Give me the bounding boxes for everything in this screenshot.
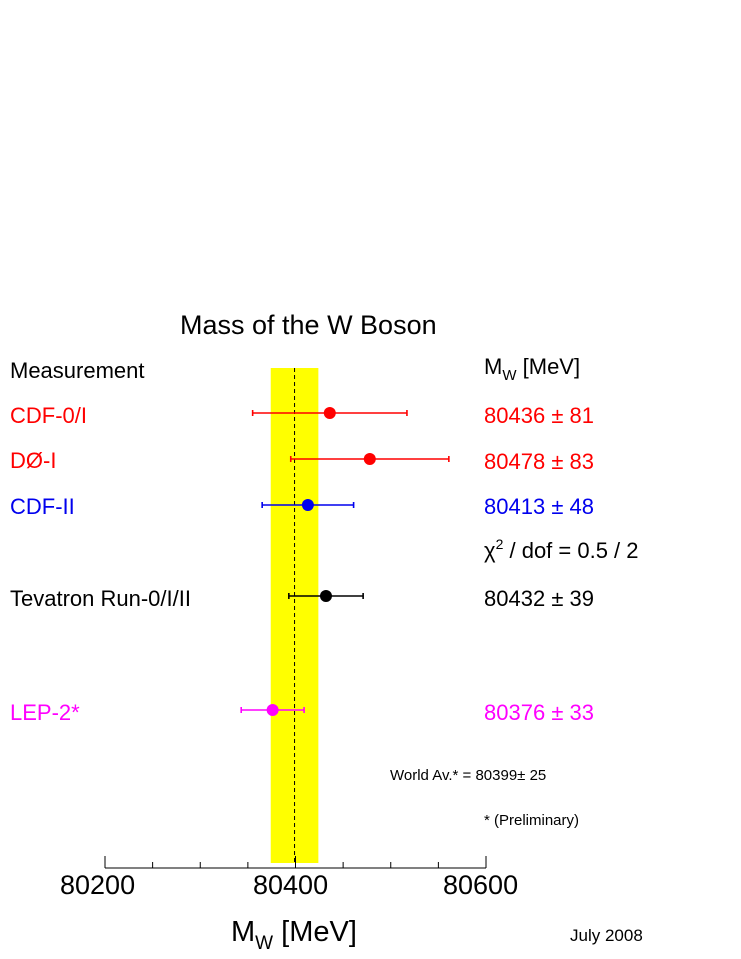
row-value-d0-i: 80478 ± 83 — [484, 449, 594, 475]
plus-minus: ± — [551, 700, 564, 725]
header-mw-main: M — [484, 354, 503, 379]
header-measurement: Measurement — [10, 358, 145, 383]
x-tick-label: 80200 — [60, 870, 136, 900]
row-value-cdf-0-i: 80436 ± 81 — [484, 403, 594, 429]
error: 33 — [569, 700, 594, 725]
data-point — [323, 407, 336, 419]
error: 39 — [569, 586, 594, 611]
x-axis-label-sub: W — [255, 933, 274, 954]
value: 80413 — [484, 494, 546, 519]
chart-title: Mass of the W Boson — [180, 310, 437, 340]
data-point — [363, 453, 376, 465]
error: 81 — [569, 403, 594, 428]
value: 80478 — [484, 449, 546, 474]
date-label: July 2008 — [570, 926, 643, 945]
header-mw: MW [MeV] — [484, 354, 581, 384]
chi-power: 2 — [495, 536, 504, 552]
row-name-lep-2: LEP-2* — [10, 700, 80, 725]
data-point — [301, 499, 314, 511]
measurement-marks — [240, 407, 450, 716]
x-axis — [104, 856, 487, 869]
data-point — [266, 704, 279, 716]
x-axis-label: MW [MeV] — [231, 916, 357, 954]
x-axis-label-unit: [MeV] — [281, 916, 357, 948]
value: 80432 — [484, 586, 546, 611]
error: 48 — [569, 494, 594, 519]
plus-minus: ± — [551, 449, 564, 474]
value: 80376 — [484, 700, 546, 725]
row-value-tevatron: 80432 ± 39 — [484, 586, 594, 612]
plus-minus: ± — [551, 403, 564, 428]
row-name-cdf-ii: CDF-II — [10, 494, 75, 519]
x-axis-label-main: M — [231, 916, 256, 948]
x-tick-label: 80400 — [253, 870, 329, 900]
chi-symbol: χ — [484, 538, 496, 563]
plus-minus: ± — [551, 494, 564, 519]
row-name-d0-i: DØ-I — [10, 448, 57, 473]
x-tick-label: 80600 — [443, 870, 519, 900]
world-average-label: World Av.* = 80399± 25 — [390, 767, 547, 784]
header-mw-sub: W — [502, 367, 517, 384]
plus-minus: ± — [551, 586, 564, 611]
header-mw-unit: [MeV] — [522, 354, 581, 379]
data-point — [319, 590, 332, 602]
row-name-tevatron: Tevatron Run-0/I/II — [10, 586, 191, 611]
chi2-text: / dof = 0.5 / 2 — [509, 538, 639, 563]
row-value-lep-2: 80376 ± 33 — [484, 700, 594, 726]
preliminary-note: * (Preliminary) — [484, 812, 580, 829]
error: 83 — [569, 449, 594, 474]
value: 80436 — [484, 403, 546, 428]
row-value-cdf-ii: 80413 ± 48 — [484, 494, 594, 520]
row-name-cdf-0-i: CDF-0/I — [10, 403, 87, 428]
chi2-label: χ2 / dof = 0.5 / 2 — [484, 536, 639, 564]
